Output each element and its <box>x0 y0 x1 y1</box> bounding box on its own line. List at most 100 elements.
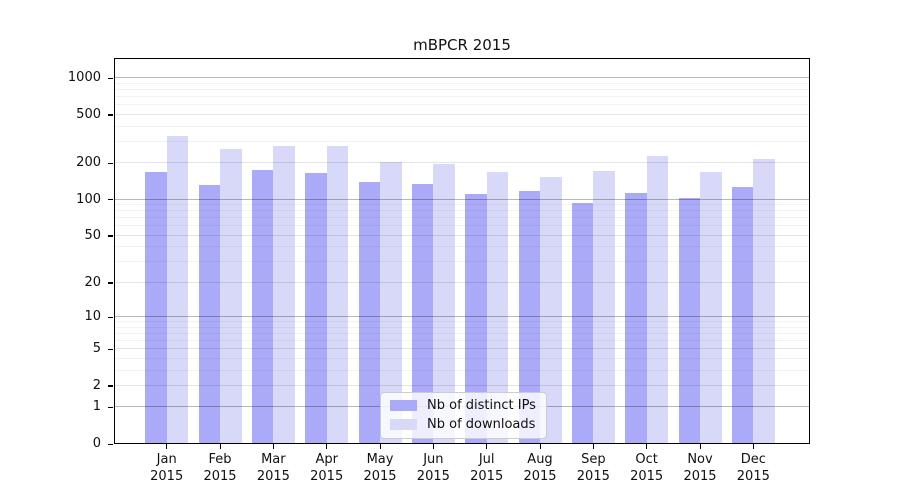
x-axis-tick-label: Apr 2015 <box>297 451 357 485</box>
bar-downloads-dec <box>753 159 775 444</box>
grid-minor-line <box>114 204 810 206</box>
x-tick-mark <box>592 444 595 449</box>
legend-swatch-downloads <box>390 419 417 430</box>
grid-line <box>114 348 810 350</box>
x-tick-mark <box>379 444 381 449</box>
y-tick-mark <box>108 282 113 284</box>
grid-line <box>114 113 810 115</box>
grid-minor-line <box>114 96 810 98</box>
x-axis-tick-label: Oct 2015 <box>617 451 677 485</box>
bar-distinct-ips-jul <box>465 193 487 444</box>
bar-distinct-ips-apr <box>305 172 327 444</box>
grid-minor-line <box>114 321 810 323</box>
grid-minor-line <box>114 217 810 219</box>
grid-minor-line <box>114 369 810 371</box>
x-tick-month: Sep <box>581 452 606 467</box>
x-tick-month: May <box>366 452 394 467</box>
x-tick-mark <box>166 444 168 449</box>
x-tick-year: 2015 <box>256 469 290 484</box>
x-tick-month: Oct <box>635 452 658 467</box>
x-tick-year: 2015 <box>683 469 717 484</box>
bar-downloads-feb <box>220 149 242 444</box>
grid-minor-line <box>114 89 810 91</box>
x-tick-mark <box>646 444 648 449</box>
bar-downloads-apr <box>326 146 349 444</box>
bar-downloads-aug <box>540 176 562 444</box>
chart-title: mBPCR 2015 <box>413 36 511 54</box>
bar-downloads-may <box>380 162 402 444</box>
x-axis-tick-label: Sep 2015 <box>563 451 623 485</box>
x-tick-year: 2015 <box>310 469 344 484</box>
x-tick-mark <box>219 444 221 449</box>
y-tick-mark <box>108 235 113 237</box>
legend-item-distinct-ips: Nb of distinct IPs <box>390 398 536 413</box>
y-axis-tick-label: 1 <box>92 399 101 415</box>
x-tick-mark <box>432 444 435 449</box>
grid-minor-line <box>114 332 810 334</box>
bar-downloads-mar <box>273 146 295 444</box>
bar-downloads-oct <box>646 156 669 444</box>
legend-swatch-distinct-ips <box>390 400 417 411</box>
legend-label-downloads: Nb of downloads <box>427 417 536 432</box>
x-tick-year: 2015 <box>523 469 557 484</box>
grid-line <box>114 316 810 318</box>
y-axis-tick-label: 5 <box>92 341 101 357</box>
y-tick-mark <box>108 316 113 318</box>
grid-line <box>114 234 810 236</box>
y-tick-mark <box>108 77 113 79</box>
x-axis-tick-label: Dec 2015 <box>723 451 783 485</box>
x-tick-month: Jun <box>423 452 444 467</box>
bar-distinct-ips-aug <box>518 191 540 444</box>
x-tick-mark <box>539 444 541 449</box>
y-tick-mark <box>108 199 113 201</box>
grid-minor-line <box>114 104 810 106</box>
y-axis-tick-label: 10 <box>84 309 101 325</box>
grid-minor-line <box>114 125 810 127</box>
bar-distinct-ips-sep <box>571 202 594 444</box>
grid-minor-line <box>114 339 810 341</box>
x-tick-month: Jan <box>156 452 177 467</box>
x-tick-year: 2015 <box>150 469 184 484</box>
bar-distinct-ips-jan <box>145 171 167 444</box>
grid-line <box>114 198 810 200</box>
x-tick-mark <box>752 444 755 449</box>
bar-distinct-ips-dec <box>731 187 754 444</box>
grid-minor-line <box>114 246 810 248</box>
x-tick-month: Apr <box>315 452 338 467</box>
y-axis-tick-label: 20 <box>84 274 101 290</box>
x-tick-month: Jul <box>478 452 495 467</box>
y-axis-tick-label: 2 <box>92 377 101 393</box>
x-axis-tick-label: Aug 2015 <box>510 451 570 485</box>
y-tick-mark <box>108 406 113 408</box>
grid-minor-line <box>114 326 810 328</box>
bar-downloads-jul <box>486 171 509 444</box>
bar-downloads-jun <box>433 164 455 444</box>
x-axis-tick-label: Mar 2015 <box>243 451 303 485</box>
x-tick-year: 2015 <box>736 469 770 484</box>
y-axis-tick-label: 0 <box>92 436 101 451</box>
x-axis-tick-label: Jun 2015 <box>403 451 463 485</box>
bar-downloads-sep <box>593 170 615 444</box>
x-tick-month: Nov <box>687 452 713 467</box>
bar-distinct-ips-mar <box>251 169 274 444</box>
y-tick-mark <box>108 385 113 387</box>
bar-distinct-ips-nov <box>678 198 700 444</box>
legend-item-downloads: Nb of downloads <box>390 417 536 432</box>
y-axis-tick-label: 100 <box>76 191 101 207</box>
x-axis-tick-label: Jan 2015 <box>137 451 197 485</box>
x-axis-tick-label: Nov 2015 <box>670 451 730 485</box>
grid-minor-line <box>114 210 810 212</box>
y-tick-mark <box>108 162 113 164</box>
x-tick-mark <box>272 444 275 449</box>
x-tick-mark <box>699 444 701 449</box>
bar-distinct-ips-oct <box>625 192 647 444</box>
y-tick-mark <box>108 348 113 350</box>
y-axis-tick-label: 500 <box>76 106 101 122</box>
x-tick-year: 2015 <box>630 469 664 484</box>
bar-distinct-ips-may <box>358 182 381 444</box>
grid-minor-line <box>114 261 810 263</box>
y-tick-mark <box>108 114 113 116</box>
grid-line <box>114 162 810 164</box>
x-tick-year: 2015 <box>203 469 237 484</box>
